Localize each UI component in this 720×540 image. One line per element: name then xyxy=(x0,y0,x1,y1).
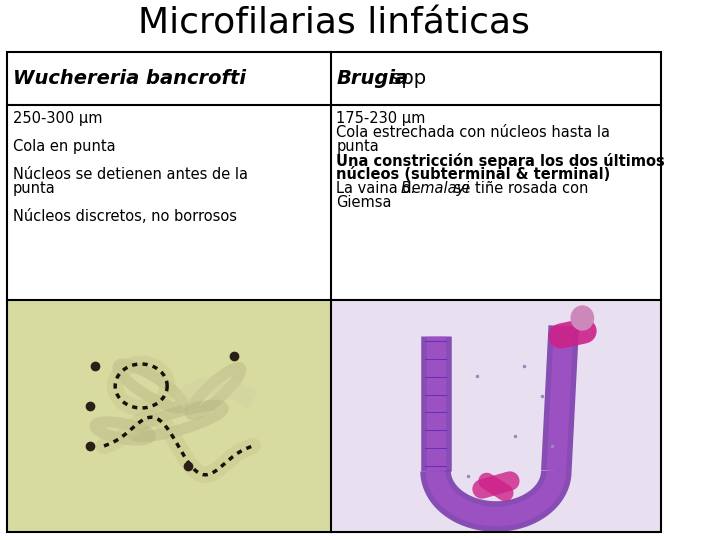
Text: 175-230 μm: 175-230 μm xyxy=(336,111,426,126)
Text: La vaina de: La vaina de xyxy=(336,181,426,196)
Text: núcleos (subterminal & terminal): núcleos (subterminal & terminal) xyxy=(336,167,611,182)
Text: Cola estrechada con núcleos hasta la: Cola estrechada con núcleos hasta la xyxy=(336,125,611,140)
Text: spp: spp xyxy=(384,69,426,88)
Text: Núcleos se detienen antes de la: Núcleos se detienen antes de la xyxy=(13,167,248,182)
Text: se tiñe rosada con: se tiñe rosada con xyxy=(449,181,589,196)
Bar xyxy=(7,52,661,532)
Text: Una constricción separa los dos últimos: Una constricción separa los dos últimos xyxy=(336,153,665,169)
Bar xyxy=(330,300,661,532)
Text: punta: punta xyxy=(13,181,55,196)
Text: Giemsa: Giemsa xyxy=(336,195,392,210)
Bar xyxy=(7,300,330,532)
Text: Núcleos discretos, no borrosos: Núcleos discretos, no borrosos xyxy=(13,209,237,224)
Text: Cola en punta: Cola en punta xyxy=(13,139,116,154)
Text: 250-300 μm: 250-300 μm xyxy=(13,111,102,126)
Text: Microfilarias linfáticas: Microfilarias linfáticas xyxy=(138,7,531,41)
Circle shape xyxy=(571,306,593,330)
Text: Wuchereria bancrofti: Wuchereria bancrofti xyxy=(13,69,246,88)
Text: B. malayi: B. malayi xyxy=(401,181,469,196)
Text: punta: punta xyxy=(336,139,379,154)
Text: Brugia: Brugia xyxy=(336,69,408,88)
